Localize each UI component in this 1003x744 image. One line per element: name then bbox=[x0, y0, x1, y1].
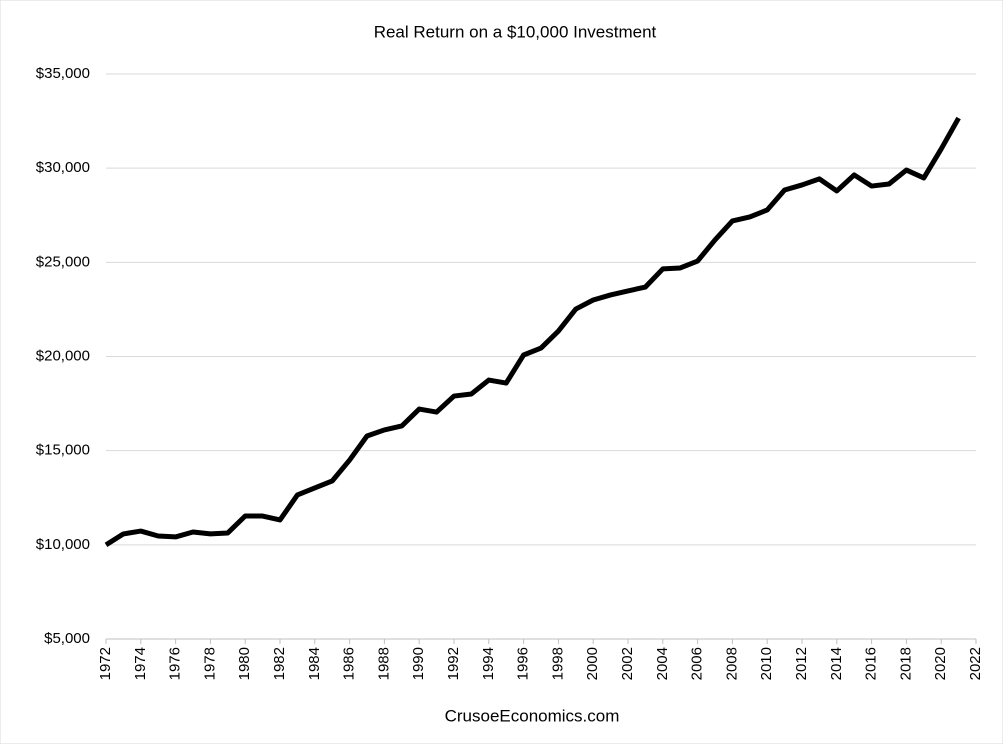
x-tick-label: 2006 bbox=[689, 647, 706, 680]
x-tick-label: 2004 bbox=[654, 647, 671, 680]
y-tick-label: $5,000 bbox=[44, 630, 90, 647]
x-tick-label: 1998 bbox=[549, 647, 566, 680]
x-tick-label: 1990 bbox=[410, 647, 427, 680]
y-tick-label: $30,000 bbox=[36, 159, 90, 176]
x-tick-label: 1986 bbox=[341, 647, 358, 680]
y-tick-label: $10,000 bbox=[36, 536, 90, 553]
chart-title: Real Return on a $10,000 Investment bbox=[374, 22, 657, 41]
y-tick-label: $15,000 bbox=[36, 442, 90, 459]
x-tick-label: 2016 bbox=[863, 647, 880, 680]
x-tick-label: 1988 bbox=[375, 647, 392, 680]
x-tick-label: 1980 bbox=[236, 647, 253, 680]
x-tick-label: 1984 bbox=[306, 647, 323, 680]
y-tick-label: $25,000 bbox=[36, 253, 90, 270]
x-tick-label: 1982 bbox=[271, 647, 288, 680]
x-tick-label: 2018 bbox=[897, 647, 914, 680]
x-tick-label: 1994 bbox=[480, 647, 497, 680]
y-tick-label: $20,000 bbox=[36, 347, 90, 364]
y-tick-label: $35,000 bbox=[36, 65, 90, 82]
x-tick-label: 2014 bbox=[828, 647, 845, 680]
x-tick-label: 2022 bbox=[967, 647, 984, 680]
x-tick-label: 1992 bbox=[445, 647, 462, 680]
x-tick-label: 2008 bbox=[723, 647, 740, 680]
x-tick-label: 1972 bbox=[97, 647, 114, 680]
x-tick-label: 1996 bbox=[515, 647, 532, 680]
x-tick-label: 2010 bbox=[758, 647, 775, 680]
data-line bbox=[104, 116, 961, 547]
x-tick-label: 2012 bbox=[793, 647, 810, 680]
x-tick-label: 1976 bbox=[167, 647, 184, 680]
x-tick-label: 2020 bbox=[932, 647, 949, 680]
x-tick-label: 1978 bbox=[201, 647, 218, 680]
source-label: CrusoeEconomics.com bbox=[445, 706, 620, 725]
x-tick-label: 2000 bbox=[584, 647, 601, 680]
x-tick-label: 1974 bbox=[132, 647, 149, 680]
x-tick-label: 2002 bbox=[619, 647, 636, 680]
